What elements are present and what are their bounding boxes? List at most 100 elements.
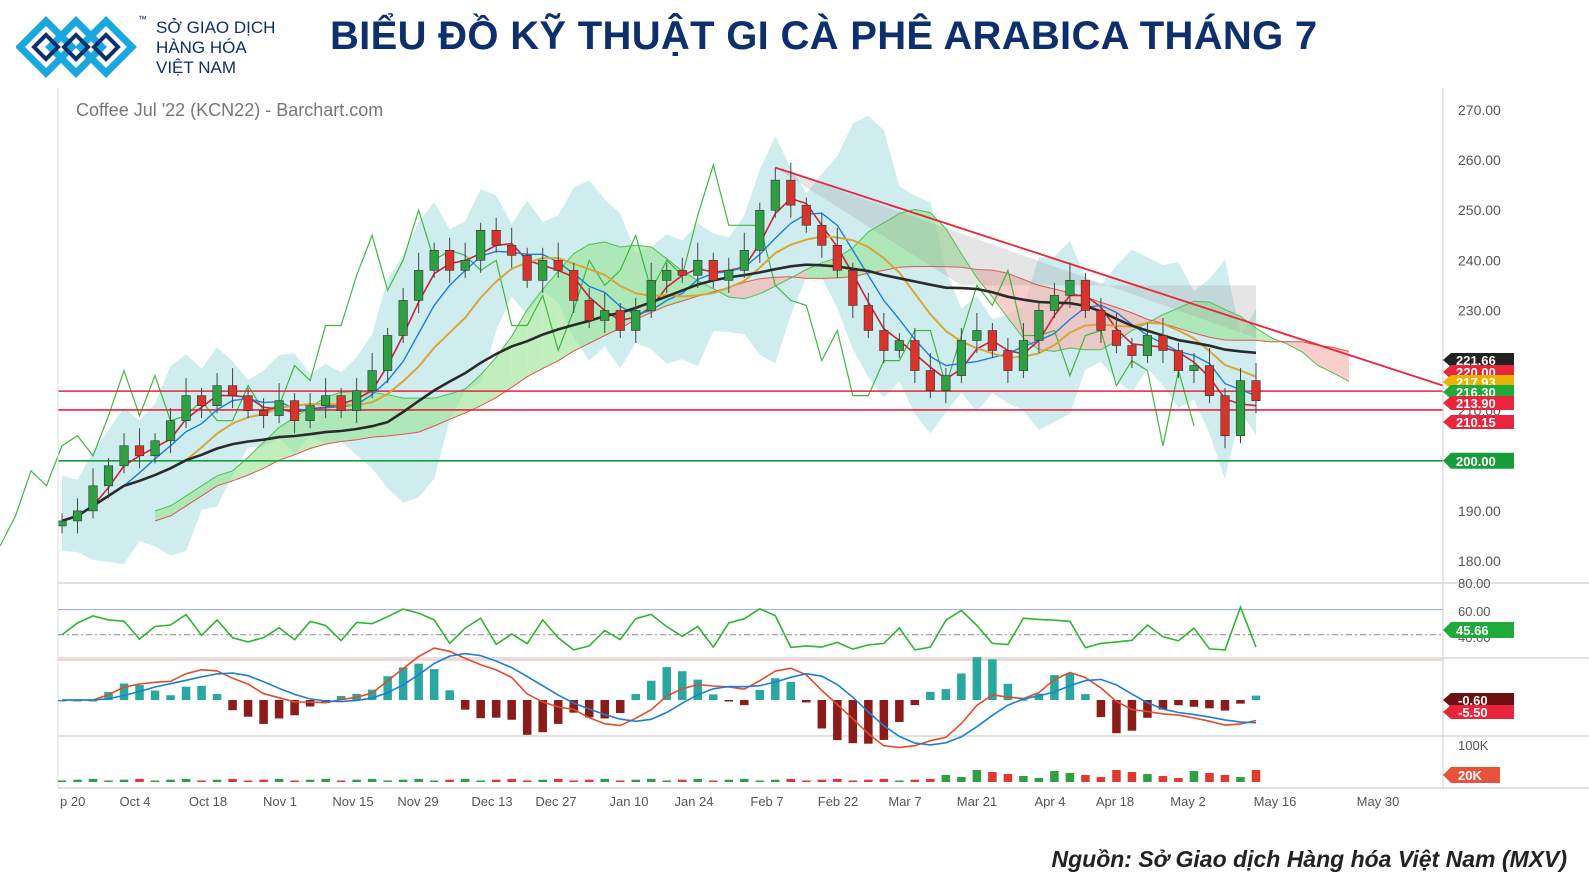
- cloud-segment: [217, 470, 233, 486]
- candle-body: [770, 179, 780, 211]
- volume-bar: [321, 778, 330, 782]
- volume-bar: [367, 778, 377, 782]
- macd-bar: [833, 700, 842, 741]
- x-tick-label: Apr 18: [1096, 794, 1134, 809]
- macd-bar: [228, 700, 237, 711]
- macd-bar: [786, 681, 796, 700]
- candle-body: [1235, 380, 1246, 437]
- volume-bar: [817, 779, 827, 782]
- macd-bar: [600, 700, 609, 719]
- candle-body: [817, 224, 827, 246]
- cloud-segment: [1007, 273, 1024, 339]
- volume-bar: [150, 780, 160, 782]
- macd-line: [62, 647, 1257, 749]
- macd-bar: [771, 678, 780, 700]
- macd-bar: [476, 700, 485, 719]
- cloud-segment: [1224, 309, 1241, 341]
- volume-bar: [507, 778, 516, 782]
- candle-body: [445, 250, 455, 271]
- x-tick-label: Apr 4: [1034, 794, 1065, 809]
- volume-bar: [212, 779, 222, 782]
- macd-bar: [1003, 683, 1013, 700]
- macd-bar: [569, 700, 578, 713]
- candle-body: [1204, 365, 1215, 396]
- candle-body: [553, 260, 563, 271]
- macd-bar: [166, 695, 175, 700]
- y-tick-label: 230.00: [1458, 302, 1501, 318]
- candle-body: [367, 370, 377, 391]
- macd-bar: [491, 700, 501, 718]
- macd-bar: [259, 700, 268, 724]
- candle-body: [321, 395, 331, 406]
- macd-bar: [677, 671, 687, 700]
- volume-bar: [895, 780, 904, 782]
- volume-bar: [445, 779, 454, 782]
- candle-body: [863, 305, 873, 331]
- volume-bar: [677, 779, 687, 782]
- macd-bar: [383, 676, 392, 700]
- macd-bar: [150, 690, 160, 700]
- volume-bar: [538, 779, 547, 782]
- price-badge-label: 221.66: [1456, 353, 1496, 368]
- macd-bar: [181, 686, 191, 700]
- cloud-segment: [511, 309, 528, 388]
- macd-bar: [305, 700, 315, 707]
- y-tick-label: 190.00: [1458, 503, 1501, 519]
- candle-body: [1220, 395, 1230, 437]
- x-tick-label: p 20: [60, 794, 85, 809]
- macd-bar: [212, 693, 222, 700]
- candle-body: [879, 330, 889, 351]
- candle-body: [941, 375, 951, 391]
- volume-bar: [1034, 778, 1044, 782]
- volume-bar: [1127, 772, 1137, 782]
- candle-body: [134, 445, 145, 457]
- volume-bar: [228, 778, 237, 782]
- candle-body: [398, 300, 408, 336]
- macd-bar: [538, 700, 547, 733]
- x-tick-label: Oct 4: [119, 794, 150, 809]
- candle-body: [305, 405, 315, 421]
- x-tick-label: May 16: [1254, 794, 1297, 809]
- volume-bar: [1112, 770, 1121, 782]
- volume-bar: [181, 778, 191, 782]
- macd-bar: [1174, 700, 1183, 706]
- macd-bar: [662, 667, 672, 700]
- macd-bar: [197, 685, 206, 700]
- price-badge: [1443, 415, 1514, 429]
- macd-bar: [104, 692, 113, 700]
- candle-body: [677, 270, 687, 276]
- volume-bar: [243, 780, 253, 782]
- candle-body: [352, 390, 362, 411]
- cloud-segment: [387, 394, 404, 437]
- candle-body: [925, 370, 935, 391]
- cloud-segment: [186, 485, 202, 506]
- x-tick-label: May 30: [1357, 794, 1400, 809]
- volume-bar: [1205, 773, 1214, 782]
- cloud-segment: [418, 398, 435, 433]
- macd-bar: [522, 700, 532, 735]
- macd-bar: [1096, 700, 1106, 718]
- cloud-segment: [1333, 347, 1350, 382]
- macd-bar: [646, 680, 656, 700]
- kijun-line: [61, 212, 1257, 522]
- candle-body: [274, 400, 284, 416]
- volume-bar: [833, 778, 842, 782]
- mxv-logo: [16, 16, 137, 78]
- candle-body: [491, 229, 501, 246]
- macd-bar: [926, 691, 935, 700]
- candle-body: [600, 310, 610, 321]
- rsi-badge-label: 45.66: [1456, 623, 1489, 638]
- candle-body: [1096, 310, 1106, 331]
- volume-bar: [398, 779, 408, 782]
- macd-histogram: [57, 657, 1261, 744]
- volume-bar: [491, 779, 501, 782]
- cloud-segment: [899, 209, 915, 268]
- cloud-segment: [1240, 316, 1256, 341]
- candle-body: [1189, 365, 1199, 371]
- chart-area: Coffee Jul '22 (KCN22) - Barchart.com 27…: [0, 88, 1589, 828]
- x-tick-label: May 2: [1170, 794, 1205, 809]
- candle-body: [972, 330, 982, 341]
- x-tick-label: Dec 27: [535, 794, 576, 809]
- rsi-badge: [1443, 622, 1514, 638]
- volume-bar: [988, 772, 997, 782]
